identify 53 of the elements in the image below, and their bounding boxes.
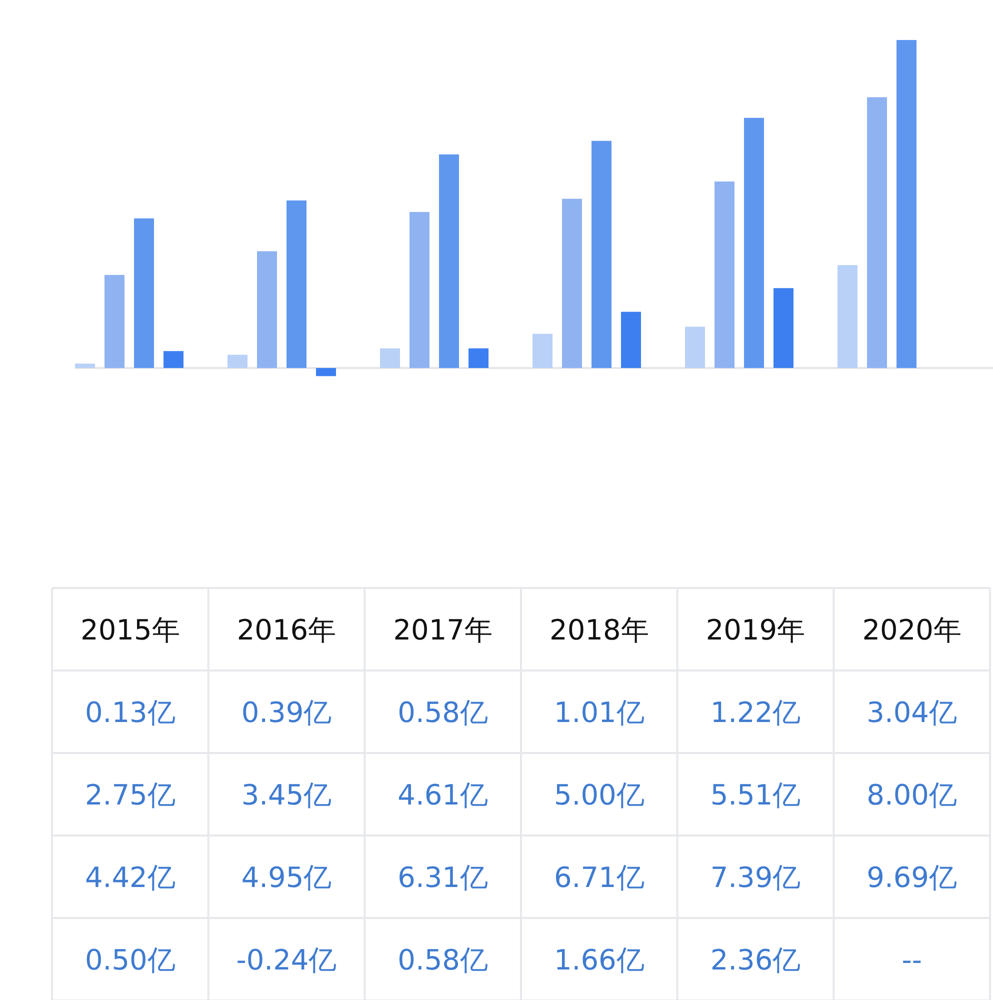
bar xyxy=(592,140,612,368)
data-label: 0.13亿 xyxy=(84,696,176,729)
data-label: 7.39亿 xyxy=(710,860,801,894)
data-label: 6.31亿 xyxy=(398,860,488,894)
bar xyxy=(75,364,95,368)
data-label: 1.22亿 xyxy=(710,696,801,729)
x-tick-label: 2017年 xyxy=(393,613,492,646)
bar xyxy=(316,368,336,376)
bar xyxy=(685,326,705,368)
data-label: 3.45亿 xyxy=(241,778,332,812)
bar xyxy=(838,265,858,368)
bar xyxy=(286,200,306,368)
bar xyxy=(257,251,277,368)
x-tick-label: 2016年 xyxy=(236,613,336,646)
bar xyxy=(410,212,430,368)
x-tick-label: 2019年 xyxy=(706,613,806,646)
bar xyxy=(714,181,734,368)
data-label: -0.24亿 xyxy=(236,943,337,976)
data-label: 5.00亿 xyxy=(554,778,644,812)
data-label: 2.36亿 xyxy=(710,943,801,976)
x-tick-label: 2018年 xyxy=(550,613,649,646)
data-label: 4.95亿 xyxy=(241,860,332,894)
data-label: 2.75亿 xyxy=(84,778,176,812)
data-label: 4.42亿 xyxy=(84,860,176,894)
bar xyxy=(164,351,184,368)
bar xyxy=(896,40,916,368)
x-tick-label: 2020年 xyxy=(862,613,962,646)
bar xyxy=(380,348,400,368)
bar xyxy=(104,274,124,368)
data-label: 0.58亿 xyxy=(398,943,488,976)
data-label: 1.66亿 xyxy=(554,943,644,976)
data-label: 4.61亿 xyxy=(398,778,488,812)
x-tick-label: 2015年 xyxy=(80,613,180,646)
bar xyxy=(562,198,582,368)
data-label: 1.01亿 xyxy=(554,696,644,729)
data-label: 3.04亿 xyxy=(866,696,958,729)
data-label: 8.00亿 xyxy=(866,778,958,812)
bar xyxy=(867,97,887,368)
bar xyxy=(774,288,794,368)
bar xyxy=(439,154,459,368)
data-label: 0.39亿 xyxy=(241,696,332,729)
bar xyxy=(228,354,248,368)
bar xyxy=(744,118,764,368)
bar xyxy=(621,312,641,368)
data-label: 9.69亿 xyxy=(866,860,958,894)
data-label: 0.50亿 xyxy=(84,943,176,976)
data-label: 6.71亿 xyxy=(554,860,644,894)
data-label: 5.51亿 xyxy=(710,778,801,812)
bar xyxy=(134,218,154,368)
data-label: 0.58亿 xyxy=(398,696,488,729)
bar xyxy=(468,348,488,368)
bar xyxy=(532,334,552,368)
text: -- xyxy=(902,943,922,976)
